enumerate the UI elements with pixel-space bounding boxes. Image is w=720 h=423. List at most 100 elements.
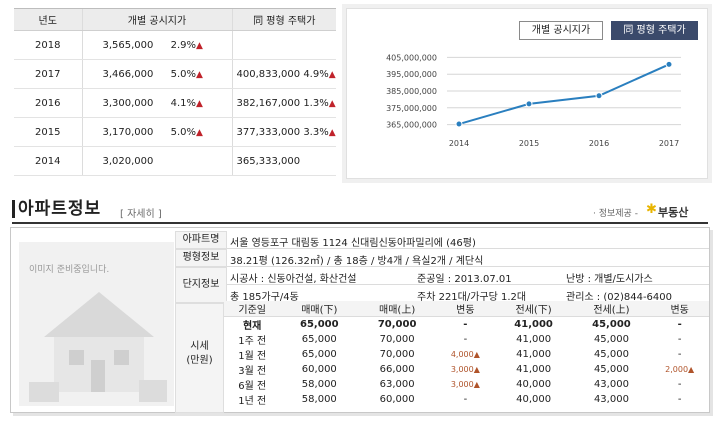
price-row: 2017 3,466,000 5.0%▲ 400,833,000 4.9%▲ — [14, 59, 336, 89]
history-cell: 60,000 — [379, 394, 415, 405]
series-line — [458, 63, 670, 126]
office-phone: 관리소 : (02)844-6400 — [566, 292, 672, 303]
price-row: 2016 3,300,000 4.1%▲ 382,167,000 1.3%▲ — [14, 88, 336, 118]
data-point — [665, 60, 673, 68]
history-cell: 4,000▲ — [450, 350, 480, 359]
official-price: 3,020,000 — [102, 155, 154, 167]
heating-info: 난방 : 개별/도시가스 — [566, 274, 653, 285]
year-cell: 2016 — [14, 88, 82, 118]
history-row: 현재 65,000 70,000 - 41,000 45,000 - — [224, 317, 709, 332]
history-cell: 41,000 — [514, 319, 553, 330]
x-tick-label: 2014 — [449, 139, 469, 148]
data-point — [455, 120, 463, 128]
up-arrow-icon: ▲ — [328, 69, 336, 80]
up-arrow-icon: ▲ — [328, 127, 336, 138]
history-header: 변동 — [436, 301, 495, 317]
history-row: 1년 전 58,000 60,000 - 40,000 43,000 - — [224, 392, 709, 407]
apt-info-title: 아파트정보 — [12, 200, 101, 218]
tab-same-size-price[interactable]: 同 평형 주택가 — [611, 21, 698, 40]
history-header: 변동 — [650, 301, 709, 317]
official-price-cell: 3,565,000 2.9%▲ — [81, 30, 232, 60]
history-cell: 70,000 — [377, 319, 417, 330]
up-arrow-icon: ▲ — [196, 98, 203, 109]
house-price-cell: 377,333,000 3.3%▲ — [231, 117, 336, 147]
header-year: 년도 — [14, 8, 82, 31]
history-cell: - — [677, 334, 682, 345]
history-cell: - — [677, 394, 682, 405]
up-arrow-icon: ▲ — [196, 40, 203, 51]
history-cell: 41,000 — [516, 364, 552, 375]
x-tick-label: 2016 — [589, 139, 609, 148]
data-point — [525, 100, 533, 108]
history-cell: 58,000 — [301, 379, 337, 390]
x-tick-label: 2017 — [659, 139, 679, 148]
official-price-cell: 3,466,000 5.0%▲ — [81, 59, 232, 89]
builder-info: 시공사 : 신동아건설, 화산건설 — [230, 274, 357, 285]
history-cell: 43,000 — [593, 379, 629, 390]
official-price: 3,170,000 — [102, 126, 154, 138]
history-cell: 70,000 — [379, 349, 415, 360]
history-cell: 45,000 — [592, 319, 631, 330]
households-info: 총 185가구/4동 — [230, 292, 299, 303]
official-price-cell: 3,170,000 5.0%▲ — [81, 117, 232, 147]
history-cell: 1월 전 — [238, 351, 267, 362]
price-row: 2018 3,565,000 2.9%▲ — [14, 30, 336, 60]
house-icon — [29, 292, 167, 402]
history-cell: - — [677, 319, 682, 330]
history-row: 1월 전 65,000 70,000 4,000▲ 41,000 45,000 - — [224, 347, 709, 362]
house-price: 377,333,000 — [236, 126, 301, 138]
history-row: 3월 전 60,000 66,000 3,000▲ 41,000 45,000 2,000▲ — [224, 362, 709, 377]
year-cell: 2014 — [14, 146, 82, 176]
star-icon: ✱ — [646, 202, 657, 217]
house-price-cell: 400,833,000 4.9%▲ — [231, 59, 336, 89]
history-cell: 1주 전 — [238, 336, 267, 347]
history-cell: 65,000 — [301, 334, 337, 345]
history-header: 전세(上) — [572, 301, 651, 317]
data-point — [595, 92, 603, 100]
year-cell: 2018 — [14, 30, 82, 60]
official-price: 3,300,000 — [102, 97, 154, 109]
year-cell: 2017 — [14, 59, 82, 89]
history-cell: 65,000 — [300, 319, 339, 330]
history-cell: 60,000 — [301, 364, 337, 375]
house-price: 400,833,000 — [236, 68, 301, 80]
year-cell: 2015 — [14, 117, 82, 147]
history-header: 전세(下) — [494, 301, 573, 317]
row-divider — [227, 266, 709, 267]
house-price-cell: 382,167,000 1.3%▲ — [231, 88, 336, 118]
y-tick-label: 405,000,000 — [386, 53, 437, 62]
history-cell: 45,000 — [593, 364, 629, 375]
label-price: 시세 (만원) — [175, 303, 224, 413]
apt-info-box: 이미지 준비중입니다. 아파트명 평형정보 단지정보 시세 (만원) 서울 영등… — [10, 227, 710, 413]
y-tick-label: 395,000,000 — [386, 70, 437, 79]
history-cell: 58,000 — [301, 394, 337, 405]
photo-caption: 이미지 준비중입니다. — [29, 265, 110, 275]
pyeong-info: 38.21평 (126.32㎡) / 총 18층 / 방4개 / 욕실2개 / … — [230, 256, 484, 267]
history-cell: 63,000 — [379, 379, 415, 390]
history-cell: 45,000 — [593, 334, 629, 345]
official-rate: 5.0% — [170, 68, 196, 80]
divider — [12, 222, 708, 224]
y-tick-label: 385,000,000 — [386, 87, 437, 96]
price-history-table: 기준일 매매(下) 매매(上) 변동 전세(下) 전세(上) 변동 현재 65,000 70,0… — [224, 301, 709, 407]
price-row: 2015 3,170,000 5.0%▲ 377,333,000 3.3%▲ — [14, 117, 336, 147]
house-price: 365,333,000 — [236, 155, 301, 167]
tab-official-price[interactable]: 개별 공시지가 — [519, 21, 603, 40]
history-cell: - — [463, 394, 468, 405]
official-price: 3,466,000 — [102, 68, 154, 80]
source-brand: 부동산 — [658, 206, 689, 219]
history-cell: - — [463, 334, 468, 345]
history-cell: 3,000▲ — [450, 365, 480, 374]
history-cell: - — [677, 349, 682, 360]
label-complex: 단지정보 — [175, 267, 227, 303]
header-official-price: 개별 공시지가 — [81, 8, 232, 31]
price-table: 년도 개별 공시지가 同 평형 주택가 2018 3,565,000 2.9%▲ … — [14, 8, 336, 176]
house-rate: 1.3% — [303, 97, 329, 109]
apt-photo-placeholder: 이미지 준비중입니다. — [19, 242, 174, 406]
history-cell: 3,000▲ — [450, 380, 480, 389]
house-rate: 3.3% — [303, 126, 329, 138]
house-rate: 4.9% — [303, 68, 329, 80]
line-chart: 365,000,000 375,000,000 385,000,000 395,000… — [386, 53, 681, 148]
detail-link[interactable]: [ 자세히 ] — [120, 209, 162, 220]
label-pyeong: 평형정보 — [175, 249, 227, 267]
